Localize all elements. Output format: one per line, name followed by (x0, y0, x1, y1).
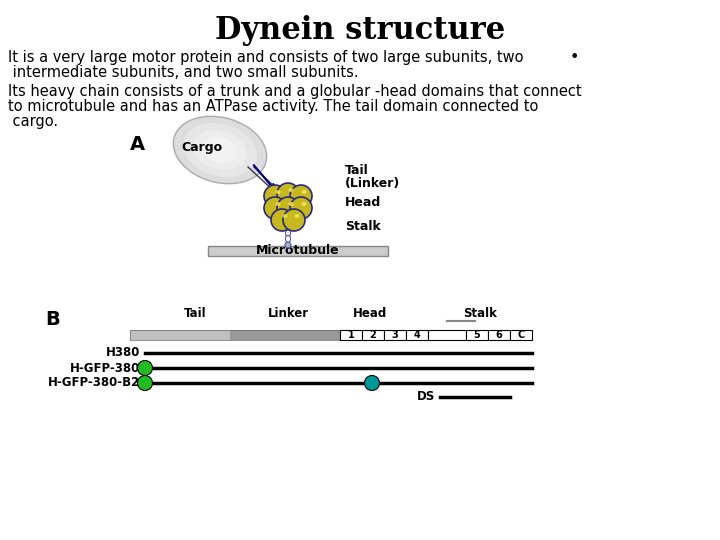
Text: Tail: Tail (345, 164, 369, 177)
Text: Tail: Tail (184, 307, 207, 320)
Text: 4: 4 (413, 330, 420, 340)
Text: to microtubule and has an ATPase activity. The tail domain connected to: to microtubule and has an ATPase activit… (8, 99, 539, 114)
Circle shape (364, 375, 379, 390)
Text: Its heavy chain consists of a trunk and a globular -head domains that connect: Its heavy chain consists of a trunk and … (8, 84, 582, 99)
Ellipse shape (271, 209, 293, 231)
Text: Stalk: Stalk (345, 219, 381, 233)
Ellipse shape (289, 188, 294, 192)
Text: A: A (130, 135, 145, 154)
Ellipse shape (183, 123, 257, 177)
Text: Head: Head (345, 195, 382, 208)
Bar (428, 330, 466, 340)
Ellipse shape (276, 202, 281, 206)
Bar (130, 330, 340, 340)
Ellipse shape (277, 183, 299, 205)
Ellipse shape (264, 197, 286, 219)
Ellipse shape (286, 224, 290, 231)
Ellipse shape (203, 137, 237, 163)
Ellipse shape (276, 190, 281, 194)
Circle shape (285, 242, 291, 248)
Text: 6: 6 (495, 330, 503, 340)
Text: H-GFP-380-B2: H-GFP-380-B2 (48, 376, 140, 389)
Bar (406, 330, 428, 340)
Bar (208, 246, 388, 256)
Text: Linker: Linker (267, 307, 309, 320)
Ellipse shape (290, 185, 312, 207)
Bar (466, 330, 488, 340)
Text: 3: 3 (392, 330, 398, 340)
Text: It is a very large motor protein and consists of two large subunits, two: It is a very large motor protein and con… (8, 50, 523, 65)
Text: 5: 5 (474, 330, 480, 340)
Ellipse shape (289, 202, 294, 206)
Text: DS: DS (417, 390, 435, 403)
Bar (362, 330, 384, 340)
Ellipse shape (174, 116, 266, 184)
Ellipse shape (302, 202, 307, 206)
Text: intermediate subunits, and two small subunits.: intermediate subunits, and two small sub… (8, 65, 359, 80)
Ellipse shape (302, 190, 307, 194)
Ellipse shape (283, 209, 305, 231)
Text: H380: H380 (106, 347, 140, 360)
Text: Head: Head (353, 307, 387, 320)
Text: (Linker): (Linker) (345, 178, 400, 191)
Ellipse shape (286, 235, 290, 242)
Text: B: B (45, 310, 60, 329)
Bar (510, 330, 532, 340)
Text: Cargo: Cargo (181, 141, 222, 154)
Text: cargo.: cargo. (8, 114, 58, 129)
Text: C: C (518, 330, 525, 340)
Bar (488, 330, 510, 340)
Text: 1: 1 (348, 330, 354, 340)
Bar (230, 330, 340, 340)
Text: 2: 2 (369, 330, 377, 340)
Circle shape (138, 361, 153, 375)
Ellipse shape (277, 197, 299, 219)
Text: Dynein structure: Dynein structure (215, 15, 505, 46)
Ellipse shape (193, 130, 247, 170)
Ellipse shape (294, 214, 300, 218)
Text: Stalk: Stalk (463, 307, 497, 320)
Ellipse shape (282, 214, 287, 218)
Text: H-GFP-380: H-GFP-380 (70, 361, 140, 375)
Ellipse shape (290, 197, 312, 219)
Ellipse shape (286, 230, 290, 237)
Bar (340, 330, 362, 340)
Ellipse shape (264, 185, 286, 207)
Text: Microtubule: Microtubule (256, 245, 340, 258)
Ellipse shape (286, 219, 290, 226)
Text: •: • (570, 50, 580, 65)
Bar (130, 330, 230, 340)
Circle shape (138, 375, 153, 390)
Bar (384, 330, 406, 340)
